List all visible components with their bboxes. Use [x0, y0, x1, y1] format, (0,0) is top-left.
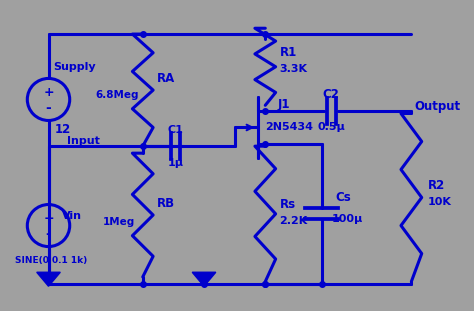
Text: +: +: [43, 212, 54, 225]
Text: -: -: [46, 227, 51, 241]
Text: 100μ: 100μ: [332, 214, 364, 224]
Text: Vin: Vin: [62, 211, 82, 221]
Text: Rs: Rs: [279, 198, 295, 211]
Text: +: +: [43, 86, 54, 99]
Text: 6.8Meg: 6.8Meg: [95, 90, 138, 100]
Text: 1μ: 1μ: [168, 157, 184, 168]
Text: 3.3K: 3.3K: [279, 64, 308, 74]
Polygon shape: [36, 272, 60, 286]
Text: Output: Output: [414, 100, 460, 113]
Text: R1: R1: [279, 46, 297, 59]
Text: 2.2K: 2.2K: [279, 216, 308, 226]
Text: RA: RA: [157, 72, 175, 85]
Text: J1: J1: [278, 98, 291, 111]
Text: 12: 12: [55, 123, 71, 136]
Text: Input: Input: [67, 136, 100, 146]
Text: 2N5434: 2N5434: [265, 123, 313, 132]
Text: 10K: 10K: [428, 197, 452, 207]
Text: Cs: Cs: [335, 191, 351, 204]
Text: -: -: [46, 101, 51, 115]
Polygon shape: [192, 272, 216, 286]
Text: SINE(0 0.1 1k): SINE(0 0.1 1k): [15, 256, 87, 265]
Text: 0.5μ: 0.5μ: [318, 123, 345, 132]
Text: C1: C1: [168, 125, 184, 135]
Text: C2: C2: [323, 88, 340, 101]
Text: R2: R2: [428, 179, 445, 193]
Text: Supply: Supply: [53, 62, 96, 72]
Text: 1Meg: 1Meg: [103, 217, 135, 227]
Text: RB: RB: [157, 197, 175, 210]
